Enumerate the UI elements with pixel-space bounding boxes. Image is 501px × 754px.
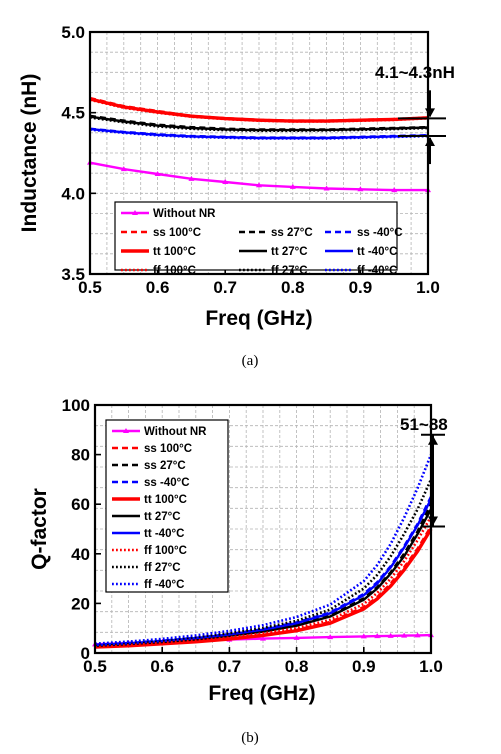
- x-axis-label: Freq (GHz): [205, 307, 312, 330]
- legend-entry: ss 27°C: [144, 460, 186, 472]
- x-tick-label: 0.6: [150, 657, 174, 676]
- legend-marker: [123, 428, 129, 433]
- series-line: [94, 454, 433, 645]
- legend-entry: ss 27°C: [271, 227, 313, 239]
- data-point: [120, 166, 127, 172]
- y-tick-label: 3.5: [61, 265, 85, 284]
- data-point: [357, 186, 364, 192]
- data-point: [360, 633, 367, 639]
- data-point: [188, 175, 195, 181]
- legend: Without NR ss 100°C ss 27°C ss -40°C tt 100°…: [114, 201, 403, 277]
- y-tick-label: 4.5: [61, 104, 85, 123]
- data-point: [154, 170, 161, 176]
- data-point: [260, 635, 266, 641]
- legend-entry: tt 100°C: [144, 494, 187, 506]
- x-axis-label: Freq (GHz): [208, 682, 315, 705]
- x-tick-label: 0.8: [285, 657, 309, 676]
- chart-b: 0.5 0.6 0.7 0.8 0.9 1.0 0 20 40 60 80 100 Freq (GHz)…: [28, 396, 448, 746]
- legend-marker: [132, 210, 138, 215]
- legend-entry: ss 100°C: [144, 443, 192, 455]
- series-line: [94, 515, 433, 648]
- y-tick-label: 100: [62, 396, 90, 415]
- x-tick-label: 0.9: [352, 657, 376, 676]
- data-point: [401, 632, 408, 638]
- range-annotation: 4.1~4.3nH: [375, 63, 455, 165]
- chart-a: 0.5 0.6 0.7 0.8 0.9 1.0 3.5 4.0 4.5 5.0 Freq (GHz)…: [18, 23, 455, 369]
- arrow-head-icon: [428, 516, 438, 526]
- legend-entry: ff 100°C: [144, 545, 187, 557]
- data-point: [374, 633, 381, 639]
- data-point: [289, 183, 296, 189]
- legend-entry: tt 27°C: [271, 246, 308, 258]
- legend-entry: ff -40°C: [357, 265, 397, 277]
- data-point: [327, 634, 334, 640]
- range-annotation-label: 4.1~4.3nH: [375, 63, 455, 82]
- range-annotation: 51~88: [400, 415, 448, 528]
- arrow-head-icon: [428, 435, 438, 445]
- legend-box: [114, 201, 398, 271]
- data-point: [323, 185, 330, 191]
- series-line: [89, 116, 429, 132]
- x-tick-label: 1.0: [416, 278, 440, 297]
- legend-entry: tt 100°C: [153, 246, 196, 258]
- data-point: [222, 179, 229, 185]
- x-tick-label: 0.5: [83, 657, 107, 676]
- y-tick-label: 5.0: [61, 23, 85, 42]
- x-tick-label: 0.6: [146, 278, 170, 297]
- y-tick-label: 60: [71, 495, 90, 514]
- y-tick-label: 4.0: [61, 184, 85, 203]
- legend-entry: ff 27°C: [144, 562, 181, 574]
- legend-entry: ss -40°C: [357, 227, 403, 239]
- x-tick-label: 0.9: [349, 278, 373, 297]
- legend-entry: Without NR: [153, 208, 216, 220]
- y-tick-label: 80: [71, 446, 90, 465]
- legend-entry: tt -40°C: [144, 528, 184, 540]
- legend-entry: ff 100°C: [153, 265, 196, 277]
- plot-frame: [93, 403, 433, 655]
- data-point: [293, 634, 300, 640]
- figure-caption: (b): [241, 730, 259, 746]
- legend-entry: tt 27°C: [144, 511, 181, 523]
- legend-entry: ss -40°C: [144, 477, 190, 489]
- series-line: [89, 98, 429, 123]
- y-tick-label: 40: [71, 545, 90, 564]
- x-tick-label: 1.0: [419, 657, 443, 676]
- legend: Without NR ss 100°C ss 27°C ss -40°C tt 100°…: [105, 419, 229, 593]
- x-tick-label: 0.7: [218, 657, 242, 676]
- legend-entry: ff -40°C: [144, 579, 184, 591]
- data-point: [391, 187, 398, 193]
- legend-entry: Without NR: [144, 426, 207, 438]
- plot-frame: [88, 30, 430, 276]
- legend-entry: ss 100°C: [153, 227, 201, 239]
- y-axis-label: Q-factor: [28, 488, 51, 570]
- data-point: [414, 632, 421, 638]
- series-line: [89, 128, 429, 140]
- data-point: [387, 632, 394, 638]
- range-annotation-label: 51~88: [400, 415, 448, 434]
- arrow-head-icon: [425, 137, 435, 147]
- legend-entry: tt -40°C: [357, 246, 397, 258]
- x-tick-label: 0.7: [213, 278, 237, 297]
- y-tick-label: 0: [81, 644, 90, 663]
- x-tick-label: 0.5: [78, 278, 102, 297]
- x-tick-label: 0.8: [281, 278, 305, 297]
- arrow-head-icon: [425, 108, 435, 118]
- figure-caption: (a): [242, 353, 259, 369]
- legend-entry: ff 27°C: [271, 265, 308, 277]
- series-line: [94, 478, 433, 646]
- data-point: [256, 182, 262, 188]
- y-tick-label: 20: [71, 594, 90, 613]
- y-axis-label: Inductance (nH): [18, 74, 41, 233]
